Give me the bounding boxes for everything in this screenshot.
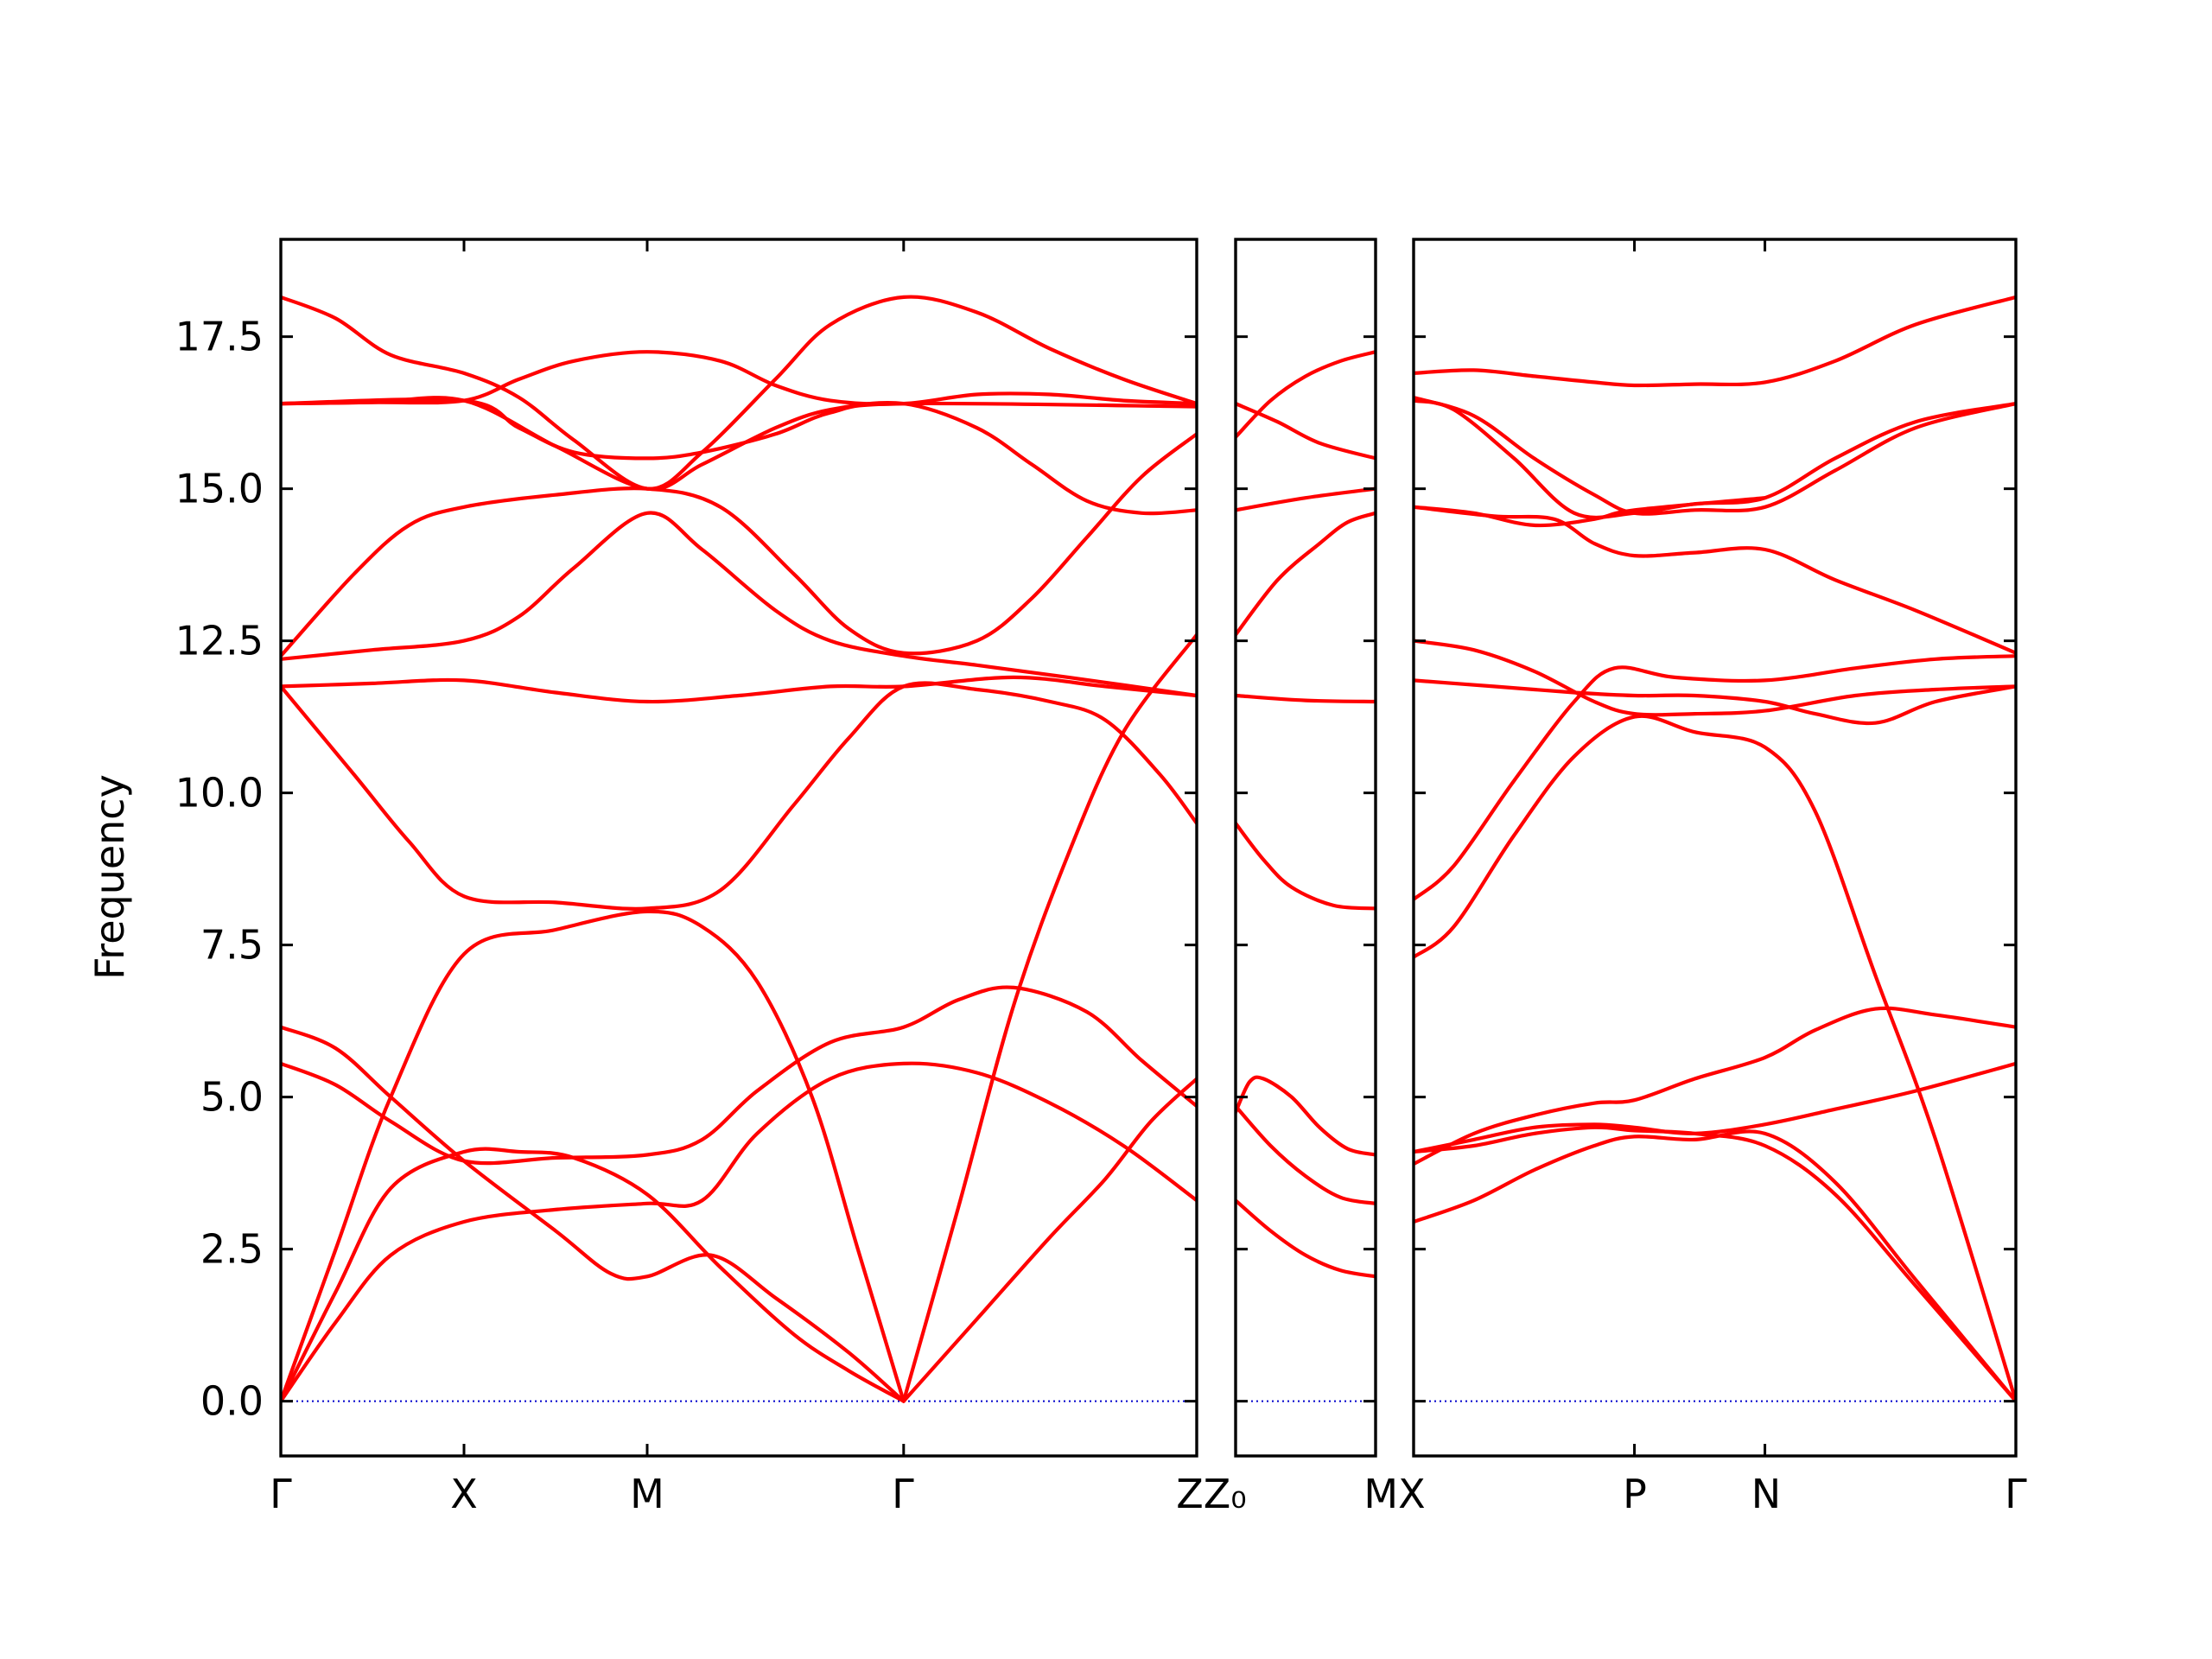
band-line-4 [1414, 1006, 2016, 1166]
band-line-14 [281, 350, 1197, 406]
y-axis-label: Frequency [86, 774, 133, 980]
band-line-9 [281, 675, 1197, 704]
band-line-7 [901, 1077, 1197, 1403]
panel-3 [1412, 238, 2018, 1458]
band-line-1 [281, 1147, 906, 1403]
band-line-3 [1236, 1075, 1376, 1157]
band-line-2 [1236, 1104, 1376, 1205]
x-tick-labels: Γ X M Γ ZZ₀ MX P N Γ [270, 1471, 2027, 1517]
band-line-15 [281, 397, 1197, 461]
band-line-10 [1414, 395, 2016, 516]
band-line-12 [1414, 496, 1767, 528]
band-line-9 [1236, 402, 1376, 461]
x-tick-label: M [630, 1471, 664, 1517]
panel-frame [279, 238, 1198, 1458]
y-tick-label: 0.0 [200, 1378, 264, 1425]
panel-2 [1234, 238, 1377, 1458]
panel-1: 0.0 2.5 5.0 7.5 10.0 12.5 15.0 17.5 [175, 238, 1198, 1458]
y-tick-label: 17.5 [175, 314, 264, 360]
bands-group [1236, 350, 1376, 1279]
band-line-10 [281, 511, 1197, 698]
band-line-3 [1414, 1061, 2016, 1154]
x-tick-label: N [1751, 1471, 1781, 1517]
band-line-4 [1236, 821, 1376, 911]
panels-layer: 0.0 2.5 5.0 7.5 10.0 12.5 15.0 17.5 Γ X M Γ ZZ₀ MX P N Γ [175, 238, 2027, 1517]
band-line-1 [1414, 1129, 2016, 1403]
x-tick-label: P [1623, 1471, 1647, 1517]
band-line-2 [281, 1061, 1197, 1403]
band-line-8 [1414, 639, 2016, 717]
y-tick-label: 5.0 [200, 1074, 264, 1121]
band-line-6 [1414, 654, 2016, 901]
x-tick-label: ZZ₀ [1176, 1471, 1246, 1517]
band-line-11 [281, 432, 1197, 658]
band-line-3 [281, 909, 906, 1403]
band-line-5 [281, 1025, 906, 1403]
band-line-11 [1414, 398, 2016, 520]
band-line-6 [1236, 511, 1376, 637]
band-line-2 [1414, 1125, 2016, 1403]
band-line-6 [901, 632, 1197, 1403]
x-tick-label: Γ [2005, 1471, 2027, 1517]
y-tick-label: 15.0 [175, 466, 264, 512]
band-line-13 [1414, 295, 2016, 388]
bands-group [1414, 295, 2016, 1403]
x-tick-label: MX [1363, 1471, 1425, 1517]
band-line-5 [1414, 714, 2016, 1403]
band-line-8 [1236, 350, 1376, 439]
x-tick-label: Γ [270, 1471, 292, 1517]
x-tick-label: Γ [892, 1471, 914, 1517]
band-line-8 [281, 681, 1197, 911]
band-line-13 [281, 295, 1197, 491]
y-tick-label: 10.0 [175, 770, 264, 817]
band-line-7 [1236, 486, 1376, 512]
panel-frame [1234, 238, 1377, 1458]
band-line-1 [1236, 1198, 1376, 1279]
panel-frame [1412, 238, 2018, 1458]
y-tick-label: 7.5 [200, 922, 264, 969]
x-tick-label: X [450, 1471, 478, 1517]
band-line-5 [1236, 693, 1376, 704]
y-tick-label: 12.5 [175, 618, 264, 664]
band-line-7 [1414, 678, 2016, 726]
y-tick-label: 2.5 [200, 1226, 264, 1273]
band-line-4 [281, 985, 1197, 1166]
bands-group [281, 295, 1197, 1403]
band-line-9 [1414, 505, 2016, 655]
